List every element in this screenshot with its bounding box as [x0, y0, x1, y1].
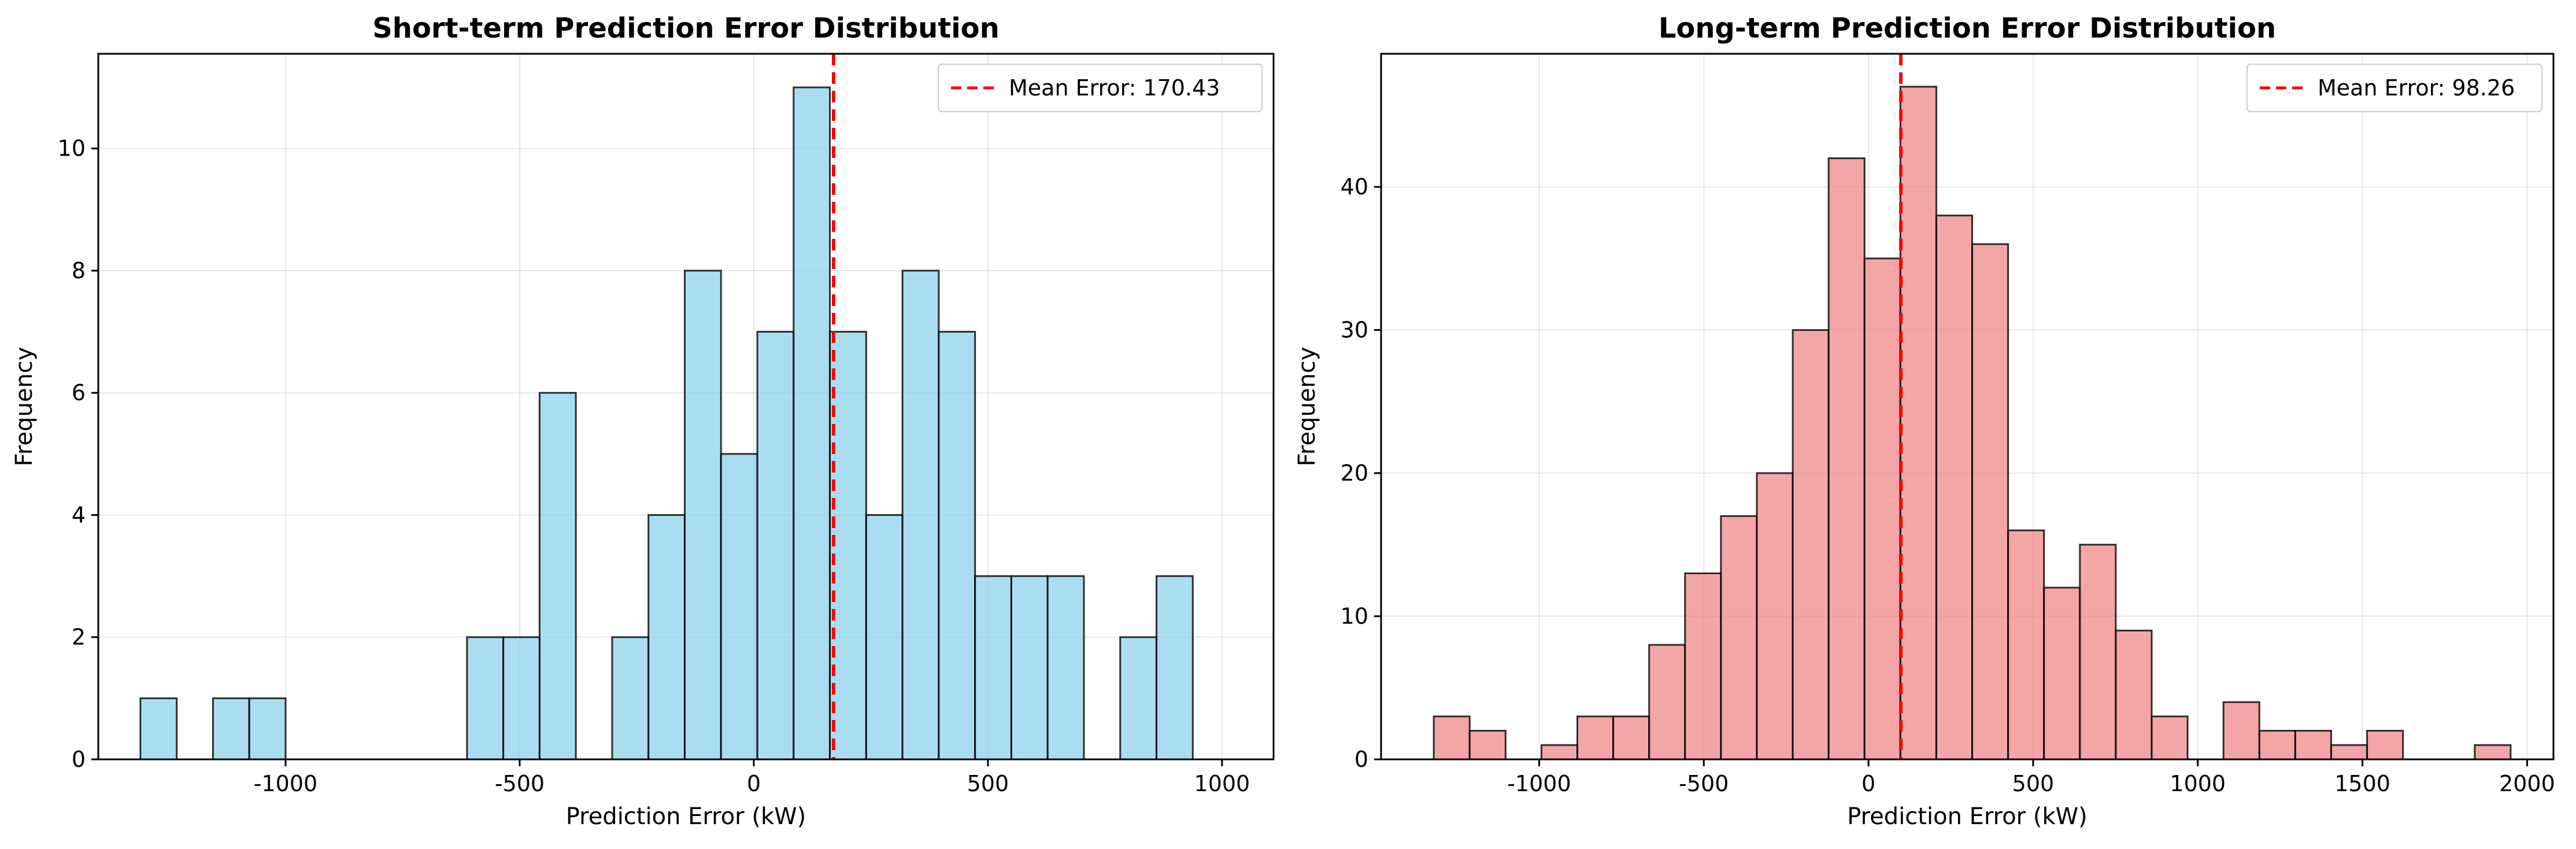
histogram-bar	[1863, 257, 1901, 761]
histogram-bar	[2366, 730, 2404, 761]
histogram-bar	[829, 331, 867, 761]
histogram-bar	[901, 270, 940, 761]
histogram-bar	[2474, 744, 2512, 761]
histogram-bar	[1899, 86, 1937, 761]
ticks: -1000 -500 0 500 1000 1500 2000 0 10 20 30 40	[1341, 174, 2555, 796]
x-axis-label: Prediction Error (kW)	[1847, 803, 2088, 830]
histogram-bar	[2258, 730, 2296, 761]
x-tick-label: 2000	[2499, 771, 2555, 796]
y-tick-label: 4	[72, 502, 86, 527]
grid	[1381, 54, 2553, 760]
histogram-bar	[466, 636, 505, 761]
x-tick-label: 1000	[2170, 771, 2226, 796]
histogram-bar	[1827, 157, 1866, 761]
histogram-bar	[502, 636, 541, 761]
histogram-bar	[2079, 544, 2117, 761]
y-tick-label: 0	[72, 747, 86, 772]
x-tick-label: 500	[2012, 771, 2055, 796]
histogram-bar	[2007, 529, 2045, 761]
histogram-bar	[611, 636, 650, 761]
histogram-bar	[248, 697, 287, 761]
histogram-bar	[2043, 586, 2081, 761]
y-axis-label: Frequency	[11, 347, 38, 467]
histogram-bar	[1648, 644, 1686, 761]
legend-box	[2246, 64, 2542, 112]
histogram-bar	[1119, 636, 1158, 761]
y-tick-label: 40	[1341, 174, 1368, 200]
histogram-bar	[2330, 744, 2368, 761]
histogram-bar	[1576, 715, 1615, 761]
axes-frame	[97, 53, 1275, 761]
x-tick-label: -1000	[1507, 771, 1571, 796]
y-tick-label: 10	[58, 136, 86, 161]
legend: Mean Error: 170.43	[938, 64, 1263, 112]
histogram-bar	[793, 86, 831, 761]
histogram-bar	[1720, 515, 1758, 761]
chart-title: Long-term Prediction Error Distribution	[1659, 12, 2276, 45]
histogram-bar	[1433, 715, 1471, 761]
histogram-bar	[212, 697, 250, 761]
histogram-bar	[1612, 715, 1650, 761]
histogram-bar	[1935, 215, 1974, 761]
x-tick-label: 500	[967, 771, 1009, 796]
axes-frame	[1380, 53, 2555, 761]
histogram-bar	[1010, 575, 1049, 761]
histogram-bar	[538, 392, 577, 761]
y-tick-label: 0	[1354, 747, 1368, 772]
x-tick-label: -500	[495, 771, 545, 796]
histogram-bar	[938, 331, 976, 761]
histogram-bar	[720, 453, 758, 761]
histogram-bar	[683, 270, 722, 761]
x-axis-label: Prediction Error (kW)	[566, 803, 806, 830]
y-tick-label: 8	[72, 258, 86, 283]
histogram-bar	[1540, 744, 1579, 761]
y-axis-label: Frequency	[1294, 347, 1320, 467]
histogram-bar	[647, 514, 686, 761]
histogram-bar	[2151, 715, 2189, 761]
histogram-bar	[2222, 701, 2260, 761]
x-tick-label: 1000	[1194, 771, 1250, 796]
histogram-bar	[1468, 730, 1507, 761]
y-tick-label: 20	[1341, 460, 1368, 486]
histogram-bar	[1684, 572, 1722, 761]
legend-label: Mean Error: 170.43	[1009, 75, 1220, 101]
histogram-bar	[1971, 243, 2009, 761]
x-tick-label: 1500	[2334, 771, 2390, 796]
short-term-chart: -1000 -500 0 500 1000 0 2 4 6 8 10 Short-term Pred…	[11, 12, 1275, 830]
y-tick-label: 30	[1341, 318, 1368, 343]
histogram-bar	[2115, 629, 2153, 761]
bars	[139, 86, 1194, 761]
long-term-chart: -1000 -500 0 500 1000 1500 2000 0 10 20 30 40 Long-…	[1294, 12, 2555, 830]
legend-box	[938, 64, 1263, 112]
x-tick-label: 0	[1861, 771, 1875, 796]
histogram-bar	[1756, 472, 1794, 761]
x-tick-label: -1000	[254, 771, 317, 796]
histogram-bar	[974, 575, 1012, 761]
histogram-bar	[865, 514, 904, 761]
histogram-bar	[2294, 730, 2332, 761]
chart-title: Short-term Prediction Error Distribution	[372, 12, 1000, 45]
legend-label: Mean Error: 98.26	[2318, 75, 2515, 101]
histogram-bar	[1792, 329, 1830, 761]
y-tick-label: 2	[72, 625, 86, 650]
x-tick-label: -500	[1679, 771, 1729, 796]
y-tick-label: 6	[72, 380, 86, 405]
y-tick-label: 10	[1341, 604, 1368, 629]
ticks: -1000 -500 0 500 1000 0 2 4 6 8 10	[58, 136, 1250, 796]
legend: Mean Error: 98.26	[2246, 64, 2542, 112]
histogram-bar	[756, 331, 795, 761]
histogram-bar	[1046, 575, 1085, 761]
histogram-bar	[139, 697, 178, 761]
histogram-bar	[1156, 575, 1194, 761]
x-tick-label: 0	[747, 771, 761, 796]
